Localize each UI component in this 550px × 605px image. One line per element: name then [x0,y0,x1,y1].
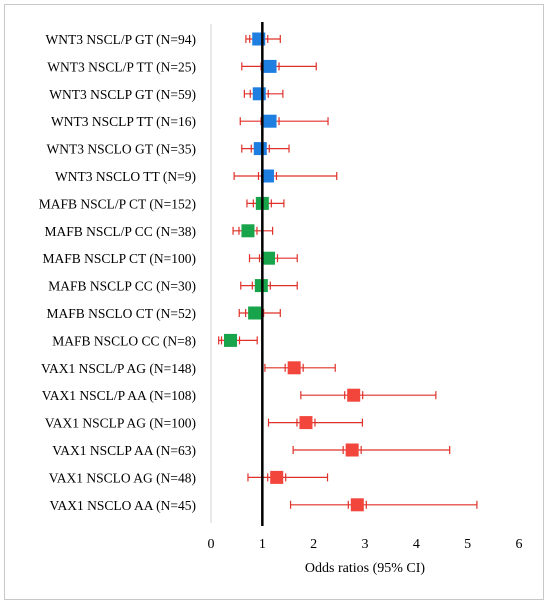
row-label: WNT3 NSCL/P GT (N=94) [46,32,196,47]
forest-row: MAFB NSCL/P CC (N=38) [44,224,274,239]
row-label: MAFB NSCLP CC (N=30) [48,279,196,294]
forest-row: MAFB NSCLO CC (N=8) [52,333,258,348]
x-tick-label: 5 [464,537,471,552]
row-label: VAX1 NSCL/P AG (N=148) [41,361,196,376]
row-label: WNT3 NSCLP GT (N=59) [49,87,196,102]
odds-ratio-marker [345,443,359,457]
row-label: MAFB NSCLO CC (N=8) [52,333,196,348]
row-label: VAX1 NSCLP AA (N=63) [52,443,196,458]
forest-row: VAX1 NSCL/P AG (N=148) [41,361,336,376]
odds-ratio-marker [224,333,238,347]
x-axis-ticks: 0 1 2 3 4 5 6 [208,537,523,552]
forest-row: MAFB NSCLO CT (N=52) [46,306,281,321]
odds-ratio-marker [248,306,262,320]
odds-ratio-marker [263,114,277,128]
odds-ratio-marker [261,251,275,265]
forest-row: WNT3 NSCLO GT (N=35) [47,142,290,157]
chart-frame [4,4,544,600]
odds-ratio-marker [253,142,267,156]
row-label: WNT3 NSCLO TT (N=9) [55,169,196,184]
forest-row: WNT3 NSCL/P TT (N=25) [47,59,317,74]
odds-ratio-marker [260,169,274,183]
row-label: WNT3 NSCL/P TT (N=25) [47,59,196,74]
odds-ratio-marker [347,388,361,402]
forest-row: WNT3 NSCL/P GT (N=94) [46,32,281,47]
row-label: VAX1 NSCL/P AA (N=108) [42,388,196,403]
x-axis-title: Odds ratios (95% CI) [305,561,425,576]
odds-ratio-marker [270,470,284,484]
odds-ratio-marker [263,59,277,73]
forest-row: WNT3 NSCLO TT (N=9) [55,169,338,184]
forest-row: MAFB NSCLP CC (N=30) [48,279,298,294]
forest-row: VAX1 NSCLO AA (N=45) [49,498,478,513]
forest-rows: WNT3 NSCL/P GT (N=94) WNT3 NSCL/P TT (N=2… [39,32,478,513]
row-label: VAX1 NSCLO AA (N=45) [49,498,196,513]
odds-ratio-marker [241,224,255,238]
forest-row: VAX1 NSCLO AG (N=48) [49,470,329,485]
row-label: MAFB NSCLP CT (N=100) [42,251,196,266]
forest-row: WNT3 NSCLP GT (N=59) [49,87,284,102]
x-tick-label: 2 [310,537,317,552]
row-label: MAFB NSCL/P CC (N=38) [44,224,196,239]
forest-row: VAX1 NSCL/P AA (N=108) [42,388,437,403]
forest-row: VAX1 NSCLP AG (N=100) [45,416,364,431]
x-tick-label: 3 [362,537,369,552]
row-label: MAFB NSCLO CT (N=52) [46,306,196,321]
forest-row: VAX1 NSCLP AA (N=63) [52,443,451,458]
x-tick-label: 4 [413,537,420,552]
x-tick-label: 0 [208,537,215,552]
odds-ratio-marker [350,498,364,512]
row-label: WNT3 NSCLP TT (N=16) [51,114,196,129]
forest-row: MAFB NSCL/P CT (N=152) [39,196,285,211]
row-label: VAX1 NSCLO AG (N=48) [49,470,196,485]
row-label: VAX1 NSCLP AG (N=100) [45,416,196,431]
forest-row: MAFB NSCLP CT (N=100) [42,251,298,266]
odds-ratio-marker [287,361,301,375]
odds-ratio-marker [252,87,266,101]
row-label: WNT3 NSCLO GT (N=35) [47,142,196,157]
row-label: MAFB NSCL/P CT (N=152) [39,196,196,211]
forest-row: WNT3 NSCLP TT (N=16) [51,114,329,129]
odds-ratio-marker [299,416,313,430]
x-tick-label: 6 [516,537,523,552]
x-tick-label: 1 [259,537,266,552]
